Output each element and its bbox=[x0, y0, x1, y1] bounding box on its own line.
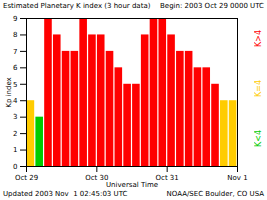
html-text:Updated 2003 Nov 1 02:45:03 UT: Updated 2003 Nov 1 02:45:03 UTC bbox=[3, 190, 128, 198]
svg-text:7: 7 bbox=[13, 48, 17, 56]
html-text:Begin: 2003 Oct 29 0000 UTC: Begin: 2003 Oct 29 0000 UTC bbox=[160, 2, 264, 10]
svg-text:3: 3 bbox=[13, 113, 17, 121]
svg-text:Oct 30: Oct 30 bbox=[85, 174, 109, 183]
html-text:K>4: K>4 bbox=[254, 30, 263, 48]
svg-text:0: 0 bbox=[13, 163, 17, 171]
svg-text:4: 4 bbox=[13, 97, 18, 105]
svg-text:6: 6 bbox=[13, 64, 18, 72]
svg-text:Kp index: Kp index bbox=[5, 77, 13, 107]
svg-text:8: 8 bbox=[13, 31, 17, 39]
html-text:NOAA/SEC Boulder, CO USA: NOAA/SEC Boulder, CO USA bbox=[166, 190, 264, 198]
html-text:Estimated Planetary K index (3: Estimated Planetary K index (3 hour data… bbox=[3, 2, 151, 10]
svg-text:9: 9 bbox=[13, 15, 17, 23]
svg-text:Nov 1: Nov 1 bbox=[227, 174, 247, 182]
svg-text:5: 5 bbox=[13, 81, 17, 89]
html-text:K=4: K=4 bbox=[254, 80, 263, 98]
svg-text:Universal Time: Universal Time bbox=[106, 181, 158, 189]
svg-text:Oct 31: Oct 31 bbox=[156, 174, 179, 182]
svg-text:1: 1 bbox=[13, 146, 17, 154]
svg-text:Oct 29: Oct 29 bbox=[15, 174, 38, 182]
svg-text:2: 2 bbox=[13, 130, 17, 138]
html-text:K<4: K<4 bbox=[254, 130, 263, 148]
